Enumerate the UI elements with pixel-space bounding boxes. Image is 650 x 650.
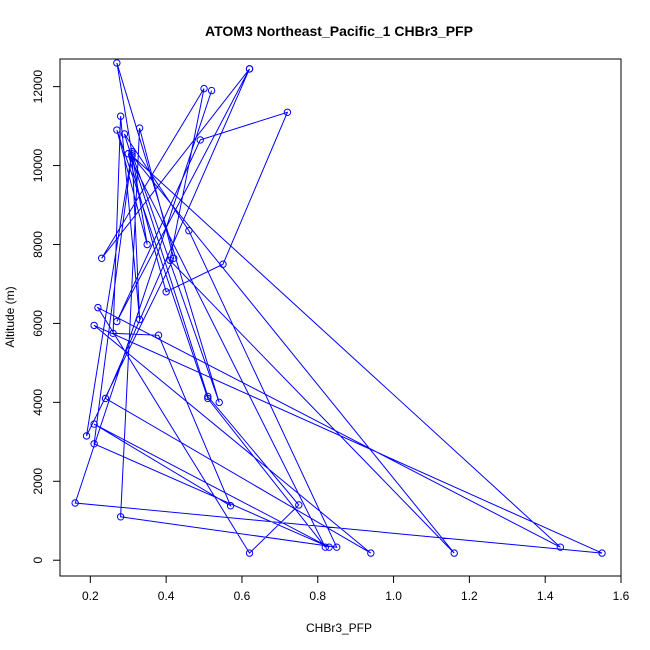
data-point	[101, 394, 110, 403]
data-point	[185, 226, 193, 235]
data-point	[367, 549, 375, 557]
data-point	[556, 543, 565, 551]
y-tick-label: 6000	[31, 310, 45, 337]
data-point	[128, 148, 136, 156]
data-point	[120, 130, 129, 138]
data-point	[143, 240, 151, 249]
data-point	[135, 315, 144, 324]
x-tick-label: 0.4	[158, 589, 175, 603]
data-point	[124, 150, 132, 158]
y-tick-label: 4000	[31, 389, 45, 416]
data-point	[90, 440, 98, 448]
data-point	[245, 65, 254, 73]
series-line	[74, 62, 603, 554]
data-point	[219, 260, 227, 268]
data-point	[295, 501, 303, 509]
data-point	[204, 392, 212, 401]
data-point	[82, 432, 91, 440]
x-tick-label: 1.2	[461, 589, 478, 603]
data-point	[116, 112, 125, 120]
data-point	[113, 126, 121, 134]
y-tick-label: 0	[31, 557, 45, 564]
data-point	[204, 394, 212, 403]
data-point	[154, 331, 163, 339]
x-tick-label: 1.0	[385, 589, 402, 603]
data-point	[598, 549, 606, 557]
y-axis: 0 2000 4000 6000 8000 10000 12000	[31, 70, 61, 564]
data-point	[113, 317, 121, 326]
series-layer	[71, 59, 606, 557]
data-point	[113, 59, 121, 67]
data-point	[325, 543, 333, 551]
data-point	[226, 502, 235, 510]
y-tick-label: 12000	[31, 70, 45, 104]
data-point	[333, 543, 341, 551]
data-point	[196, 136, 204, 144]
data-point	[200, 84, 208, 93]
chart-title: ATOM3 Northeast_Pacific_1 CHBr3_PFP	[205, 23, 473, 39]
data-point	[97, 254, 106, 263]
x-tick-label: 0.6	[234, 589, 251, 603]
data-point	[450, 549, 458, 557]
y-tick-label: 2000	[31, 468, 45, 495]
data-point	[71, 499, 79, 507]
data-point	[135, 124, 144, 132]
x-axis: 0.2 0.4 0.6 0.8 1.0 1.2 1.4 1.6	[82, 575, 630, 603]
data-point	[94, 303, 102, 312]
data-point	[166, 256, 174, 264]
y-tick-label: 8000	[31, 231, 45, 258]
data-point	[321, 543, 330, 551]
data-point	[283, 108, 292, 116]
x-tick-label: 1.6	[613, 589, 630, 603]
data-point	[245, 549, 254, 557]
data-point	[116, 513, 125, 521]
data-point	[128, 151, 136, 160]
y-tick-label: 10000	[31, 149, 45, 183]
x-tick-label: 1.4	[537, 589, 554, 603]
data-point	[90, 321, 98, 330]
data-point	[90, 420, 98, 428]
series	[71, 59, 606, 557]
x-axis-label: CHBr3_PFP	[306, 621, 372, 635]
data-point	[128, 150, 136, 158]
data-point	[162, 288, 170, 296]
data-point	[207, 86, 216, 95]
data-point	[109, 329, 117, 337]
y-axis-label: Altitude (m)	[3, 286, 17, 347]
x-tick-label: 0.8	[309, 589, 326, 603]
data-point	[170, 254, 178, 263]
x-tick-label: 0.2	[82, 589, 99, 603]
data-point	[215, 398, 223, 407]
